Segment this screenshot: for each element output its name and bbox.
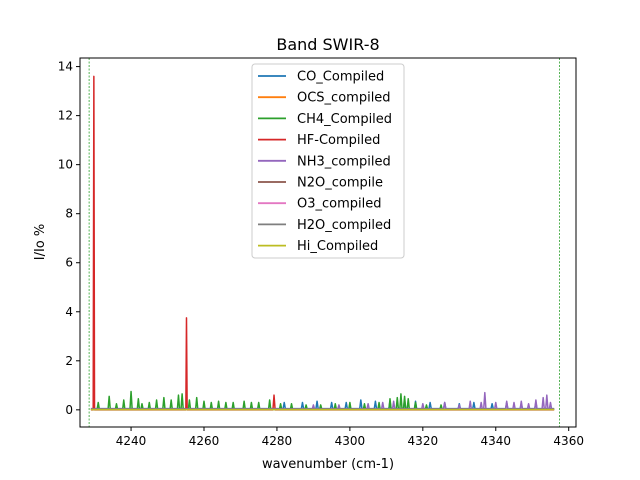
x-tick-label: 4300 <box>335 434 366 448</box>
y-tick-label: 8 <box>65 207 73 221</box>
reference-lines <box>88 58 560 427</box>
y-tick-label: 2 <box>65 354 73 368</box>
series-layer <box>90 75 555 411</box>
legend-entry: O3_compiled <box>297 197 382 212</box>
legend-box <box>251 63 405 259</box>
y-axis: 0 2 4 6 8 10 12 14 <box>58 60 80 417</box>
legend-entry: H2O_compiled <box>297 218 391 233</box>
y-tick-label: 6 <box>65 256 73 270</box>
y-tick-label: 12 <box>58 109 73 123</box>
legend-entry: OCS_compiled <box>297 91 391 106</box>
x-tick-label: 4280 <box>262 434 293 448</box>
x-tick-label: 4360 <box>553 434 584 448</box>
x-axis: 4240 4260 4280 4300 4320 4340 4360 <box>116 427 584 448</box>
legend-entry: CH4_Compiled <box>297 112 392 127</box>
chart-title: Band SWIR-8 <box>276 35 379 54</box>
legend-entry: NH3_compiled <box>297 154 391 169</box>
legend-entry: HF-Compiled <box>297 133 380 148</box>
y-axis-label: I/Io % <box>33 224 48 261</box>
plot-frame <box>79 57 577 428</box>
x-axis-label: wavenumber (cm-1) <box>262 457 394 472</box>
x-tick-label: 4320 <box>408 434 439 448</box>
x-tick-label: 4340 <box>480 434 511 448</box>
y-tick-label: 10 <box>58 158 73 172</box>
legend-entry: CO_Compiled <box>297 70 384 85</box>
legend-entry: Hi_Compiled <box>297 239 378 254</box>
series-line-hf-compiled <box>90 75 555 411</box>
x-tick-label: 4260 <box>189 434 220 448</box>
legend: CO_Compiled OCS_compiled CH4_Compiled HF-Co… <box>251 63 405 259</box>
y-tick-label: 4 <box>65 305 73 319</box>
y-tick-label: 14 <box>58 60 73 74</box>
x-tick-label: 4240 <box>116 434 147 448</box>
y-tick-label: 0 <box>65 403 73 417</box>
legend-entry: N2O_compile <box>297 176 383 191</box>
